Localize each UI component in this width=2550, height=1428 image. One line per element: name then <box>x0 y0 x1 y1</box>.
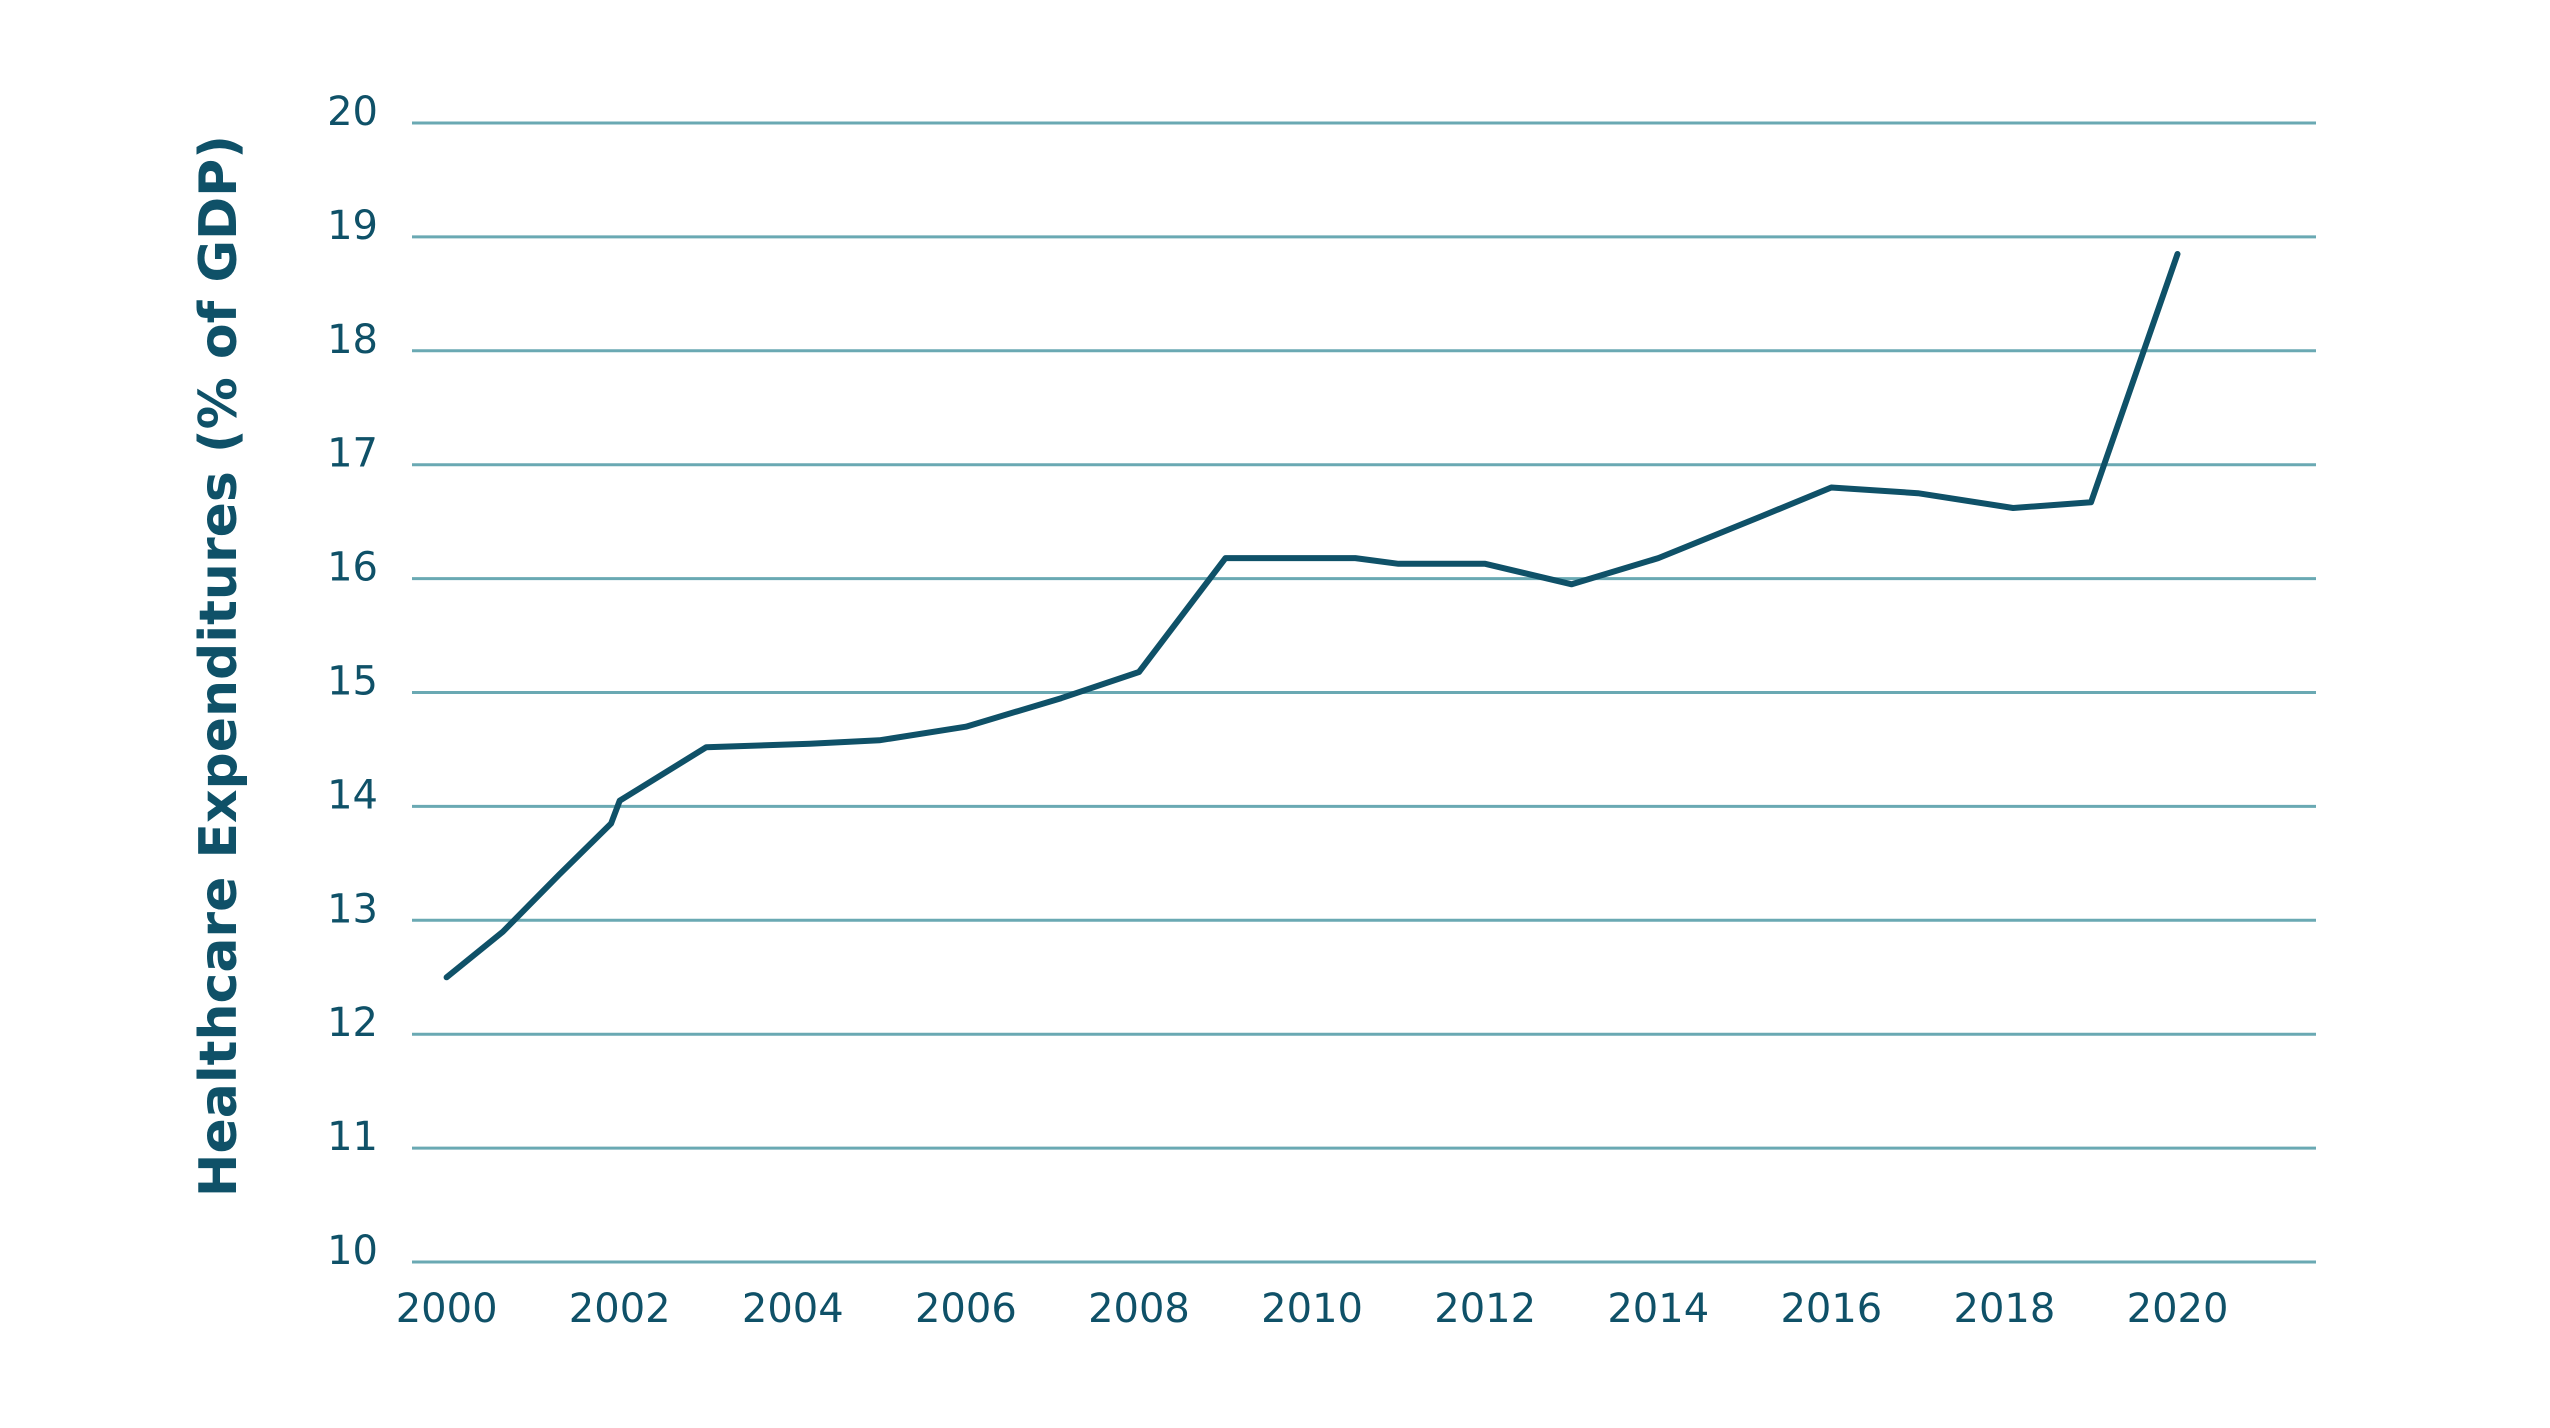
gridlines <box>412 121 2316 1264</box>
x-tick-label-2020: 2020 <box>2127 1286 2229 1332</box>
y-tick-label-11: 11 <box>327 1114 378 1160</box>
y-tick-label-13: 13 <box>327 886 378 932</box>
y-axis-title: Healthcare Expenditures (% of GDP) <box>189 135 249 1197</box>
y-tick-label-14: 14 <box>327 772 378 818</box>
y-tick-label-10: 10 <box>327 1228 378 1274</box>
y-tick-label-16: 16 <box>327 545 378 591</box>
series-line-0 <box>443 251 2181 981</box>
x-tick-label-2004: 2004 <box>742 1286 844 1332</box>
series-layer <box>443 251 2181 981</box>
y-tick-label-15: 15 <box>327 659 378 705</box>
y-tick-label-18: 18 <box>327 317 378 363</box>
x-tick-label-2000: 2000 <box>396 1286 498 1332</box>
x-tick-label-2016: 2016 <box>1780 1286 1882 1332</box>
y-axis-tick-labels: 10 11 12 13 14 15 16 17 18 19 20 <box>327 89 378 1274</box>
y-tick-label-17: 17 <box>327 431 378 477</box>
x-tick-label-2010: 2010 <box>1261 1286 1363 1332</box>
x-tick-label-2014: 2014 <box>1607 1286 1709 1332</box>
y-tick-label-12: 12 <box>327 1000 378 1046</box>
x-axis-tick-labels: 2000 2002 2004 2006 2008 2010 2012 2014 2016 2018… <box>396 1286 2229 1332</box>
x-tick-label-2018: 2018 <box>1954 1286 2056 1332</box>
x-tick-label-2008: 2008 <box>1088 1286 1190 1332</box>
x-tick-label-2002: 2002 <box>569 1286 671 1332</box>
x-tick-label-2006: 2006 <box>915 1286 1017 1332</box>
y-tick-label-20: 20 <box>327 89 378 135</box>
x-tick-label-2012: 2012 <box>1434 1286 1536 1332</box>
y-tick-label-19: 19 <box>327 203 378 249</box>
